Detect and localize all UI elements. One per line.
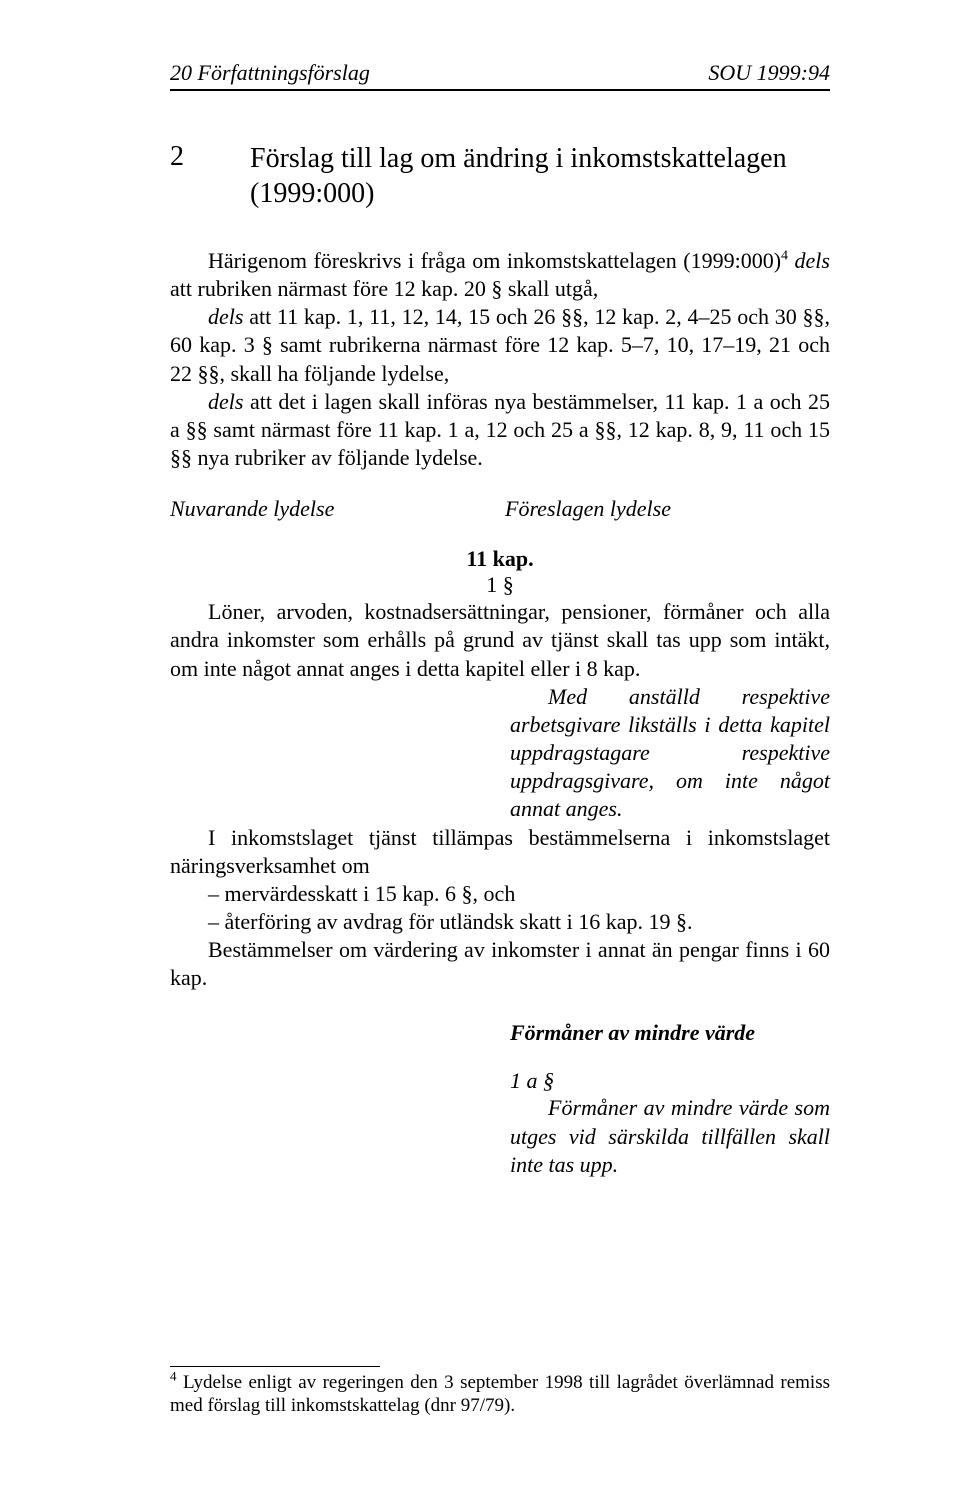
header-right: SOU 1999:94 — [708, 60, 830, 86]
title-number: 2 — [170, 141, 250, 173]
running-header: 20 Författningsförslag SOU 1999:94 — [170, 60, 830, 86]
foreslagen-lydelse-label: Föreslagen lydelse — [495, 496, 830, 522]
header-left: 20 Författningsförslag — [170, 60, 370, 86]
intro-rest-3: att det i lagen skall införas nya bestäm… — [170, 389, 830, 470]
lydelse-row: Nuvarande lydelse Föreslagen lydelse — [170, 496, 830, 522]
footnote-text: Lydelse enligt av regeringen den 3 septe… — [170, 1372, 830, 1417]
formaner-heading: Förmåner av mindre värde — [500, 1020, 830, 1046]
kap11-list1: – mervärdesskatt i 15 kap. 6 §, och — [170, 880, 830, 908]
footnote-rule — [170, 1366, 380, 1367]
intro-dels-1: dels — [795, 248, 830, 273]
kap11-list2: – återföring av avdrag för utländsk skat… — [170, 908, 830, 936]
page: 20 Författningsförslag SOU 1999:94 2 För… — [0, 0, 960, 1488]
formaner-secnum: 1 a § — [500, 1068, 830, 1094]
intro-rest-2: att 11 kap. 1, 11, 12, 14, 15 och 26 §§,… — [170, 304, 830, 385]
kap11-para2: I inkomstslaget tjänst tillämpas bestämm… — [170, 824, 830, 880]
footnote: 4 Lydelse enligt av regeringen den 3 sep… — [170, 1371, 830, 1419]
kap11-list2-text: – återföring av avdrag för utländsk skat… — [208, 909, 692, 934]
header-section-title: Författningsförslag — [198, 60, 370, 85]
intro-block: Härigenom föreskrivs i fråga om inkomsts… — [170, 247, 830, 472]
intro-sup: 4 — [781, 249, 788, 264]
kap11-right-text: Med anställd respektive arbetsgivare lik… — [510, 684, 830, 822]
kap11-right-block: Med anställd respektive arbetsgivare lik… — [500, 683, 830, 824]
formaner-text: Förmåner av mindre värde som utges vid s… — [510, 1095, 830, 1176]
kap11-para-num: 1 § — [170, 572, 830, 598]
kap11-para3-text: Bestämmelser om värdering av inkomster i… — [170, 937, 830, 990]
nuvarande-lydelse-label: Nuvarande lydelse — [170, 496, 495, 522]
intro-line-1a: Härigenom föreskrivs i fråga om inkomsts… — [208, 248, 781, 273]
kap11-para3: Bestämmelser om värdering av inkomster i… — [170, 936, 830, 992]
header-rule — [170, 89, 830, 91]
kap11-list1-text: – mervärdesskatt i 15 kap. 6 §, och — [208, 881, 515, 906]
intro-rest-1: att rubriken närmast före 12 kap. 20 § s… — [170, 276, 598, 301]
kap11-para1-text: Löner, arvoden, kostnadsersättningar, pe… — [170, 599, 830, 680]
footnote-block: 4 Lydelse enligt av regeringen den 3 sep… — [170, 1366, 830, 1419]
title-text: Förslag till lag om ändring i inkomstska… — [250, 141, 830, 211]
page-number: 20 — [170, 60, 192, 85]
kap11-heading: 11 kap. — [170, 546, 830, 572]
kap11-para2-text: I inkomstslaget tjänst tillämpas bestämm… — [170, 825, 830, 878]
intro-dels-2: dels — [208, 304, 243, 329]
document-title: 2 Förslag till lag om ändring i inkomsts… — [170, 141, 830, 211]
formaner-text-block: Förmåner av mindre värde som utges vid s… — [500, 1094, 830, 1178]
intro-dels-3: dels — [208, 389, 243, 414]
kap11-para1: Löner, arvoden, kostnadsersättningar, pe… — [170, 598, 830, 682]
